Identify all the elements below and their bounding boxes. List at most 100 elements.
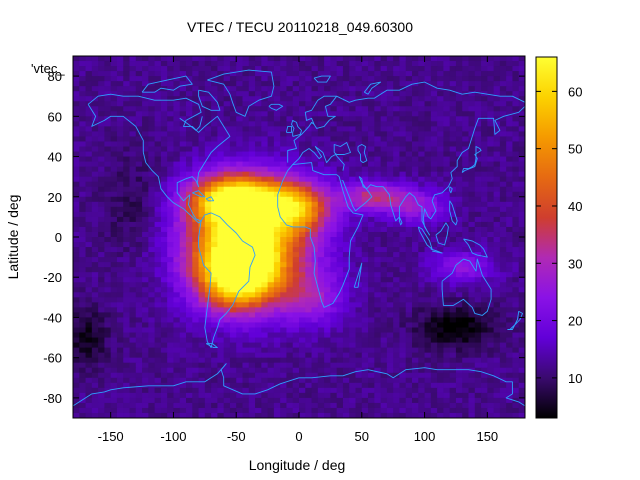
heatmap-cell bbox=[349, 282, 357, 288]
heatmap-cell bbox=[487, 96, 495, 102]
heatmap-cell bbox=[267, 141, 275, 148]
heatmap-cell bbox=[236, 252, 244, 258]
heatmap-cell bbox=[79, 397, 87, 404]
heatmap-cell bbox=[242, 327, 250, 334]
heatmap-cell bbox=[437, 126, 444, 133]
heatmap-cell bbox=[135, 61, 143, 67]
heatmap-cell bbox=[192, 196, 200, 203]
heatmap-cell bbox=[204, 126, 212, 133]
heatmap-cell bbox=[229, 367, 237, 374]
heatmap-cell bbox=[192, 237, 200, 243]
heatmap-cell bbox=[355, 206, 363, 213]
heatmap-cell bbox=[386, 362, 394, 369]
heatmap-cell bbox=[236, 121, 244, 127]
heatmap-cell bbox=[336, 242, 344, 248]
heatmap-cell bbox=[443, 181, 451, 188]
heatmap-cell bbox=[455, 342, 463, 349]
heatmap-cell bbox=[311, 71, 319, 77]
heatmap-cell bbox=[361, 141, 369, 148]
heatmap-cell bbox=[98, 337, 105, 344]
heatmap-cell bbox=[399, 161, 407, 168]
heatmap-cell bbox=[437, 342, 444, 349]
heatmap-cell bbox=[468, 297, 476, 303]
heatmap-cell bbox=[154, 166, 162, 173]
heatmap-cell bbox=[186, 302, 193, 308]
heatmap-cell bbox=[198, 402, 206, 409]
heatmap-cell bbox=[116, 136, 124, 143]
heatmap-cell bbox=[85, 337, 93, 344]
heatmap-cell bbox=[273, 141, 281, 148]
heatmap-cell bbox=[437, 121, 444, 127]
heatmap-cell bbox=[311, 206, 319, 213]
heatmap-cell bbox=[204, 176, 212, 183]
heatmap-cell bbox=[192, 242, 200, 248]
heatmap-cell bbox=[110, 166, 118, 173]
heatmap-cell bbox=[487, 267, 495, 273]
heatmap-cell bbox=[380, 201, 388, 208]
heatmap-cell bbox=[317, 196, 325, 203]
heatmap-cell bbox=[418, 201, 426, 208]
heatmap-cell bbox=[292, 66, 300, 72]
heatmap-cell bbox=[374, 382, 382, 389]
heatmap-cell bbox=[98, 367, 105, 374]
heatmap-cell bbox=[405, 337, 413, 344]
heatmap-cell bbox=[361, 287, 369, 293]
heatmap-cell bbox=[116, 382, 124, 389]
heatmap-cell bbox=[179, 181, 187, 188]
heatmap-cell bbox=[85, 247, 93, 253]
heatmap-cell bbox=[481, 146, 488, 153]
heatmap-cell bbox=[412, 161, 419, 168]
heatmap-cell bbox=[499, 277, 507, 283]
heatmap-cell bbox=[179, 382, 187, 389]
heatmap-cell bbox=[405, 282, 413, 288]
heatmap-cell bbox=[98, 297, 105, 303]
heatmap-cell bbox=[430, 277, 438, 283]
heatmap-cell bbox=[493, 337, 501, 344]
heatmap-cell bbox=[98, 312, 105, 319]
heatmap-cell bbox=[474, 206, 482, 213]
heatmap-cell bbox=[286, 231, 294, 238]
heatmap-cell bbox=[462, 317, 470, 324]
heatmap-cell bbox=[299, 367, 306, 374]
heatmap-cell bbox=[499, 267, 507, 273]
heatmap-cell bbox=[374, 106, 382, 112]
heatmap-cell bbox=[506, 201, 514, 208]
heatmap-cell bbox=[148, 367, 156, 374]
heatmap-cell bbox=[73, 231, 80, 238]
heatmap-cell bbox=[123, 76, 131, 82]
heatmap-cell bbox=[192, 262, 200, 268]
heatmap-cell bbox=[148, 347, 156, 354]
heatmap-cell bbox=[481, 161, 488, 168]
heatmap-cell bbox=[217, 352, 225, 359]
heatmap-cell bbox=[336, 191, 344, 198]
heatmap-cell bbox=[135, 327, 143, 334]
heatmap-cell bbox=[286, 151, 294, 158]
heatmap-cell bbox=[204, 196, 212, 203]
heatmap-cell bbox=[116, 116, 124, 122]
heatmap-cell bbox=[374, 347, 382, 354]
heatmap-cell bbox=[280, 186, 288, 193]
heatmap-cell bbox=[129, 111, 137, 117]
heatmap-cell bbox=[437, 151, 444, 158]
heatmap-cell bbox=[405, 196, 413, 203]
heatmap-cell bbox=[236, 66, 244, 72]
heatmap-cell bbox=[311, 277, 319, 283]
heatmap-cell bbox=[236, 292, 244, 298]
heatmap-cell bbox=[242, 76, 250, 82]
heatmap-cell bbox=[474, 186, 482, 193]
heatmap-cell bbox=[242, 277, 250, 283]
heatmap-cell bbox=[223, 161, 231, 168]
heatmap-cell bbox=[280, 292, 288, 298]
heatmap-cell bbox=[179, 277, 187, 283]
heatmap-cell bbox=[242, 66, 250, 72]
heatmap-cell bbox=[135, 292, 143, 298]
heatmap-cell bbox=[148, 377, 156, 384]
heatmap-cell bbox=[336, 357, 344, 364]
heatmap-cell bbox=[148, 247, 156, 253]
heatmap-cell bbox=[198, 76, 206, 82]
heatmap-cell bbox=[424, 181, 432, 188]
heatmap-cell bbox=[267, 166, 275, 173]
heatmap-cell bbox=[474, 121, 482, 127]
heatmap-cell bbox=[211, 226, 218, 233]
heatmap-cell bbox=[198, 96, 206, 102]
